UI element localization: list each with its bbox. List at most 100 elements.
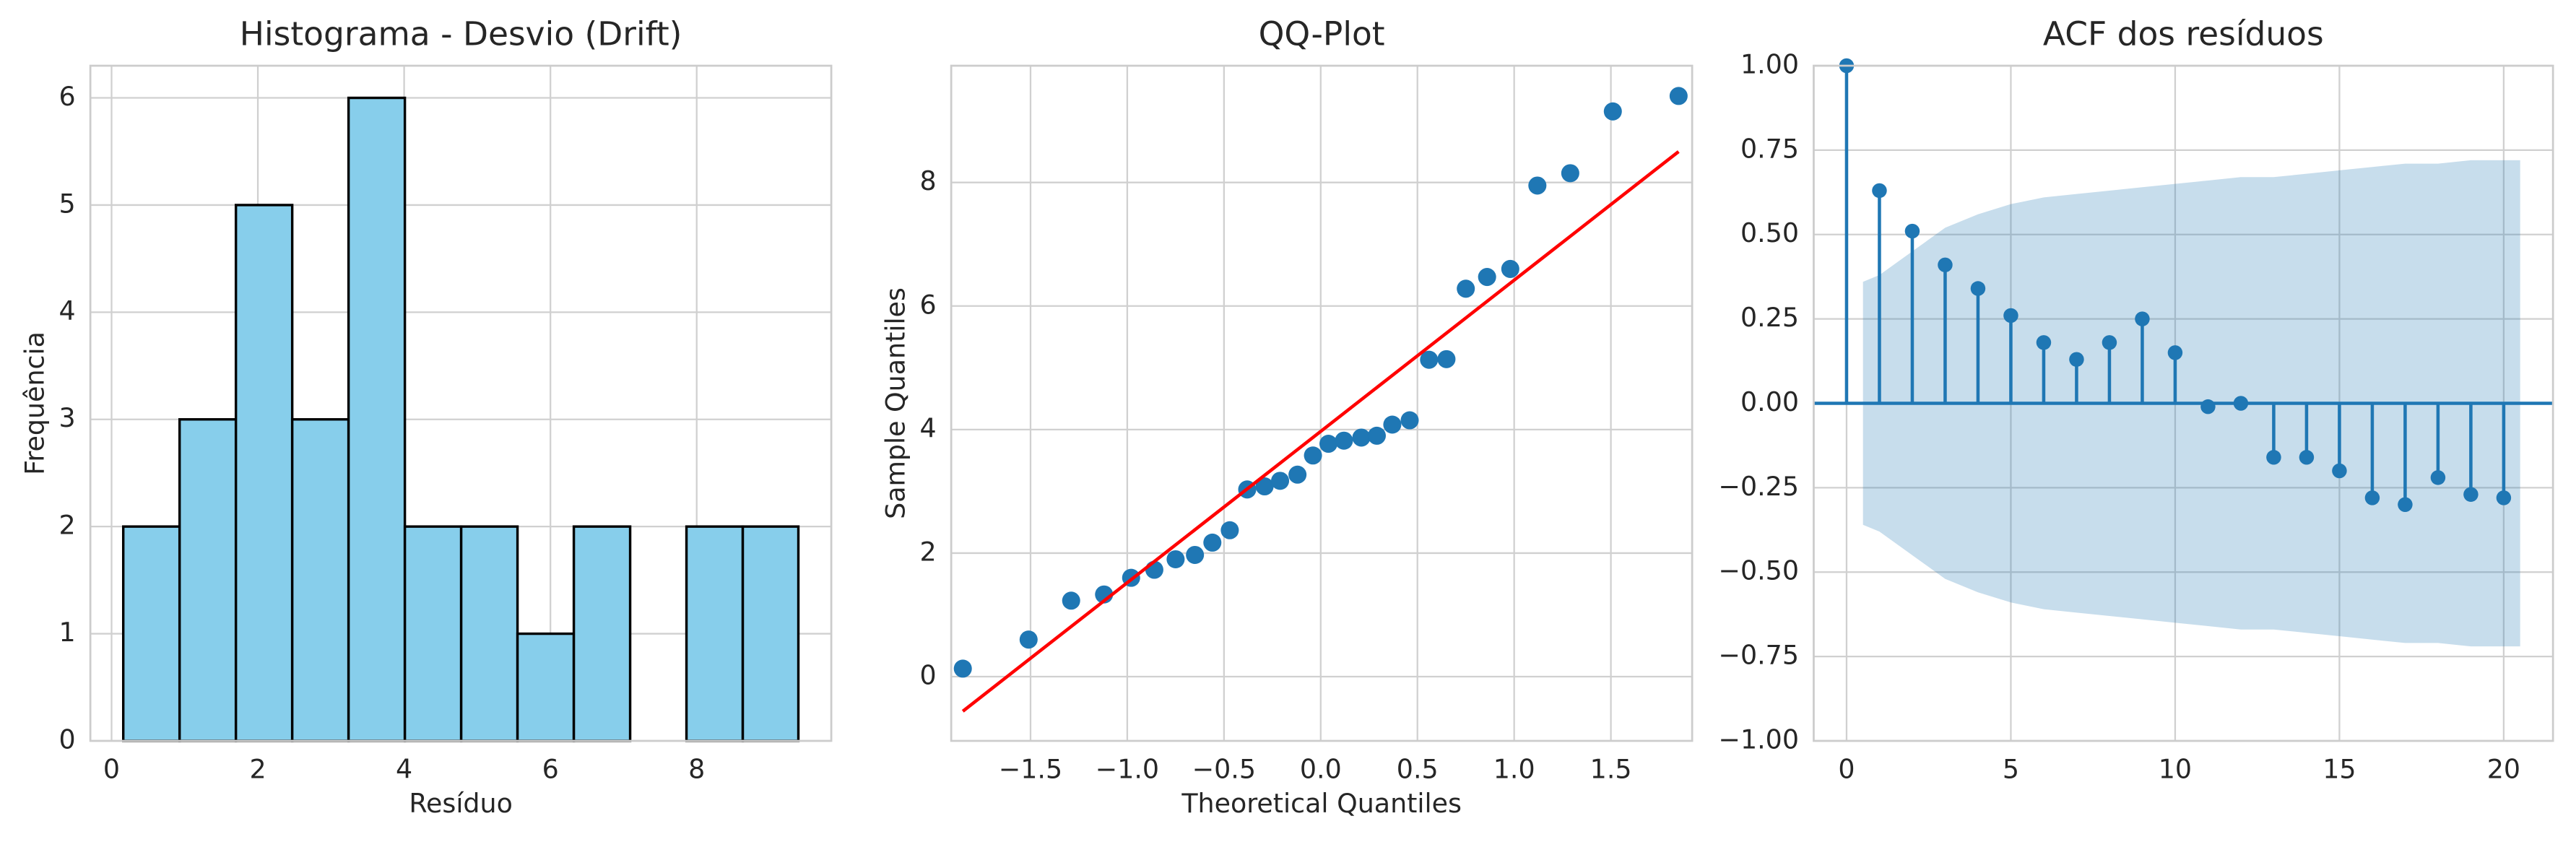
y-tick-label: 0.50 bbox=[1740, 217, 1799, 248]
qq-point bbox=[1304, 446, 1322, 465]
y-tick-label: 0.75 bbox=[1740, 133, 1799, 164]
subplot: ACF dos resíduos 0 5 10 15 20 −1.00 −0.75 −0.50 −… bbox=[1719, 15, 2554, 784]
stem-marker bbox=[1904, 223, 1920, 239]
stem-marker bbox=[2167, 345, 2183, 360]
y-tick-label: 8 bbox=[920, 165, 937, 196]
y-tick-label: 0.25 bbox=[1740, 302, 1799, 333]
qq-point bbox=[1319, 435, 1338, 453]
qq-point bbox=[1669, 87, 1688, 105]
qq-point bbox=[953, 659, 972, 678]
x-tick-label: 8 bbox=[688, 753, 705, 784]
x-tick-label: 0.5 bbox=[1397, 753, 1439, 784]
qq-point bbox=[1166, 550, 1185, 568]
qq-point bbox=[1019, 630, 1038, 649]
x-tick-label: 10 bbox=[2159, 753, 2192, 784]
x-tick-label: 5 bbox=[2003, 753, 2019, 784]
plot-frame bbox=[89, 64, 833, 742]
bar bbox=[234, 204, 294, 742]
y-tick-label: 1 bbox=[58, 617, 75, 648]
qq-point bbox=[1383, 415, 1402, 434]
y-tick-label: 1.00 bbox=[1740, 49, 1799, 80]
x-tick-label: 1.0 bbox=[1493, 753, 1535, 784]
y-tick-label: 5 bbox=[58, 188, 75, 219]
qq-point bbox=[1203, 533, 1222, 552]
y-tick-label: 3 bbox=[58, 402, 75, 433]
bar bbox=[516, 632, 576, 742]
x-tick-label: 2 bbox=[249, 753, 266, 784]
x-tick-label: 4 bbox=[396, 753, 412, 784]
qq-point bbox=[1186, 545, 1205, 565]
y-axis-label: Frequência bbox=[19, 331, 51, 475]
y-tick-label: −1.00 bbox=[1719, 724, 1799, 755]
bar bbox=[178, 418, 238, 742]
qq-point bbox=[1501, 259, 1519, 278]
y-tick-label: −0.25 bbox=[1719, 471, 1799, 502]
x-tick-label: 15 bbox=[2323, 753, 2356, 784]
stem-marker bbox=[2299, 450, 2315, 465]
qq-point bbox=[1220, 521, 1239, 539]
bar bbox=[403, 525, 463, 742]
stem-marker bbox=[2496, 490, 2512, 505]
qq-point bbox=[1288, 465, 1307, 484]
qq-point bbox=[1420, 350, 1439, 369]
y-tick-label: 4 bbox=[920, 412, 937, 443]
y-tick-label: 0.00 bbox=[1740, 386, 1799, 417]
qq-point bbox=[1255, 477, 1274, 496]
qq-point bbox=[1561, 164, 1579, 183]
stem-marker bbox=[2003, 308, 2018, 324]
y-tick-label: 0 bbox=[58, 724, 75, 755]
x-tick-label: −1.0 bbox=[1096, 753, 1159, 784]
x-tick-label: −1.5 bbox=[999, 753, 1062, 784]
y-tick-label: −0.75 bbox=[1719, 640, 1799, 671]
x-tick-label: 0 bbox=[1838, 753, 1855, 784]
y-tick-label: −0.50 bbox=[1719, 555, 1799, 586]
subplot: Histograma - Desvio (Drift) Resíduo Frequê… bbox=[19, 15, 833, 819]
bar bbox=[572, 525, 632, 742]
stem-marker bbox=[2332, 463, 2347, 479]
stem-marker bbox=[2430, 470, 2446, 485]
bar bbox=[347, 96, 407, 742]
bar bbox=[290, 418, 350, 742]
chart-title: ACF dos resíduos bbox=[2043, 15, 2324, 53]
bar bbox=[459, 525, 519, 742]
plot-frame bbox=[1813, 64, 2554, 742]
x-axis-label: Theoretical Quantiles bbox=[1181, 788, 1462, 819]
stem-marker bbox=[2200, 399, 2216, 415]
bar bbox=[741, 525, 800, 742]
y-tick-label: 6 bbox=[58, 81, 75, 112]
x-tick-label: 0.0 bbox=[1300, 753, 1342, 784]
qq-point bbox=[1400, 411, 1419, 430]
fit-line bbox=[961, 150, 1680, 713]
y-axis-label: Sample Quantiles bbox=[880, 287, 911, 519]
stem-marker bbox=[1872, 183, 1887, 199]
y-tick-label: 2 bbox=[58, 510, 75, 541]
x-tick-label: 20 bbox=[2487, 753, 2520, 784]
x-tick-label: −0.5 bbox=[1192, 753, 1256, 784]
stem-marker bbox=[2069, 352, 2084, 367]
stem-marker bbox=[2398, 497, 2413, 512]
chart-title: QQ-Plot bbox=[1259, 15, 1385, 53]
subplot: QQ-Plot Theoretical Quantiles Sample Quant… bbox=[880, 15, 1694, 819]
stem-marker bbox=[2036, 335, 2052, 350]
qq-point bbox=[1457, 279, 1475, 298]
qq-point bbox=[1437, 350, 1456, 368]
bar bbox=[121, 525, 181, 742]
plot-frame bbox=[950, 64, 1694, 742]
stem-marker bbox=[2463, 487, 2479, 502]
y-tick-label: 4 bbox=[58, 295, 75, 326]
qq-point bbox=[1528, 176, 1547, 195]
bar bbox=[685, 525, 745, 742]
stem-marker bbox=[1970, 281, 1986, 296]
qq-point bbox=[1367, 426, 1386, 445]
x-axis-label: Resíduo bbox=[409, 788, 512, 819]
x-tick-label: 1.5 bbox=[1590, 753, 1632, 784]
qq-point bbox=[1335, 431, 1353, 450]
qq-point bbox=[1478, 268, 1496, 287]
qq-point bbox=[1352, 428, 1371, 447]
qq-point bbox=[1062, 591, 1080, 610]
stem-marker bbox=[2102, 335, 2117, 350]
stem-marker bbox=[1938, 257, 1953, 273]
y-tick-label: 6 bbox=[920, 289, 937, 320]
